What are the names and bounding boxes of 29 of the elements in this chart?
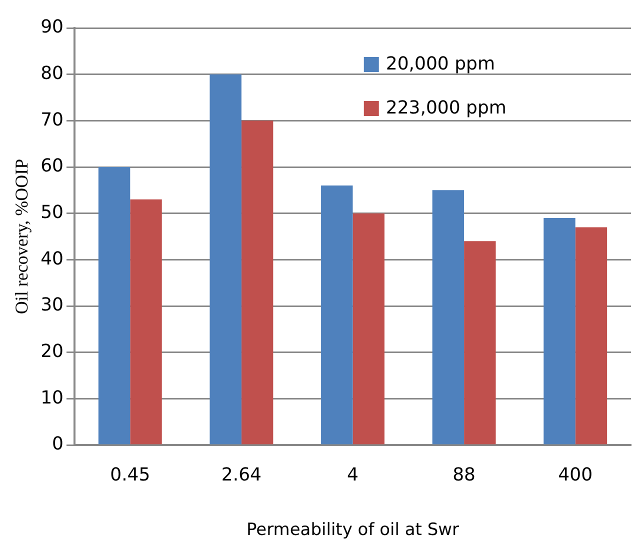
y-tick-label: 10 [40, 387, 64, 408]
bar [544, 218, 576, 444]
x-tick-label: 4 [347, 464, 358, 486]
x-tick-label: 2.64 [221, 464, 262, 486]
y-tick-label: 40 [40, 248, 64, 270]
bar [98, 167, 130, 444]
bar [575, 227, 608, 444]
bar [241, 120, 274, 444]
y-tick-label: 60 [40, 156, 64, 177]
y-tick-label: 50 [40, 202, 64, 224]
x-tick-label: 88 [452, 464, 476, 486]
y-tick-label: 30 [40, 294, 64, 316]
y-tick-label: 90 [40, 16, 64, 38]
x-tick-label: 0.45 [110, 464, 150, 486]
bar [321, 186, 353, 444]
y-tick-label: 0 [52, 434, 64, 455]
y-tick-label: 80 [40, 63, 64, 84]
bar [210, 74, 242, 444]
bar [464, 241, 496, 444]
y-axis-title: Oil recovery, %OOIP [12, 158, 32, 314]
bar [130, 199, 162, 444]
bar [352, 213, 384, 444]
bar [432, 190, 464, 444]
y-tick-label: 20 [40, 341, 64, 362]
x-axis-title: Permeability of oil at Swr [246, 520, 460, 540]
x-tick-label: 400 [558, 464, 593, 486]
legend-label: 20,000 ppm [386, 54, 495, 75]
y-tick-label: 70 [40, 109, 64, 130]
legend-label: 223,000 ppm [386, 98, 506, 119]
